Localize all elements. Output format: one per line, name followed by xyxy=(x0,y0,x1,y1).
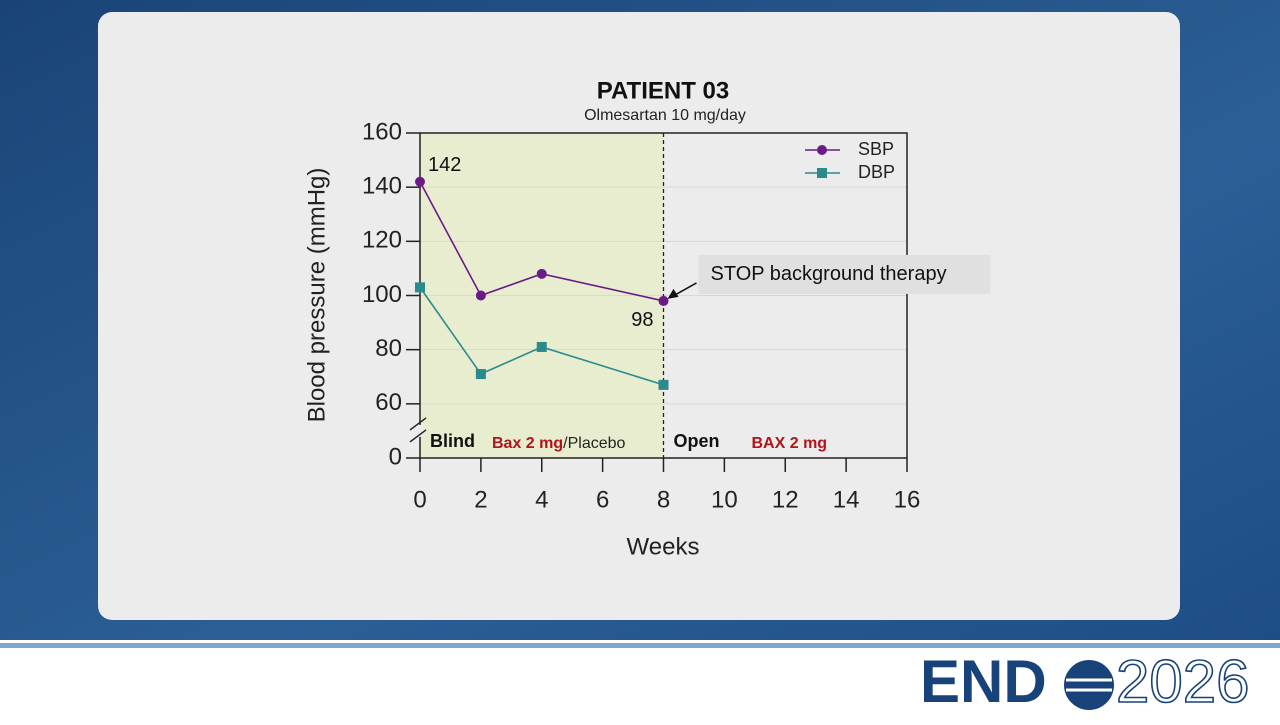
phase-treatment: BAX 2 mg xyxy=(752,435,828,452)
marker xyxy=(475,369,486,380)
x-tick-label: 6 xyxy=(596,486,609,513)
marker xyxy=(658,295,669,306)
y-tick-label: 140 xyxy=(362,173,402,200)
comparator-text: /Placebo xyxy=(563,435,625,452)
y-axis-label: Blood pressure (mmHg) xyxy=(303,168,330,423)
chart-title: PATIENT 03 xyxy=(597,77,729,104)
logo-text: END xyxy=(920,648,1047,715)
data-label: 142 xyxy=(428,154,461,176)
phase-label: Open xyxy=(674,431,720,451)
phase-label: Blind xyxy=(430,431,475,451)
annotation-arrowhead xyxy=(667,288,679,299)
series-line xyxy=(419,286,664,386)
legend-label: DBP xyxy=(858,162,895,182)
treatment-text: BAX 2 mg xyxy=(752,435,828,452)
y-tick-label: 100 xyxy=(362,281,402,308)
x-tick-label: 4 xyxy=(535,486,548,513)
legend-marker xyxy=(817,168,827,178)
x-tick-label: 0 xyxy=(413,486,426,513)
series-line xyxy=(419,181,664,302)
marker xyxy=(536,268,547,279)
x-tick-label: 10 xyxy=(711,486,738,513)
marker xyxy=(415,176,425,187)
x-tick-label: 2 xyxy=(474,486,487,513)
axis-break xyxy=(409,417,427,443)
phase-treatment: Bax 2 mg/Placebo xyxy=(492,435,626,452)
logo-globe xyxy=(1064,660,1114,710)
data-label: 98 xyxy=(631,309,653,331)
x-tick-label: 14 xyxy=(833,486,860,513)
marker xyxy=(536,341,547,352)
chart: PATIENT 03 Olmesartan 10 mg/day Weeks Bl… xyxy=(303,77,991,560)
treatment-text: Bax 2 mg xyxy=(492,435,563,452)
footer-stripe xyxy=(0,643,1280,648)
x-tick-label: 12 xyxy=(772,486,799,513)
x-tick-label: 8 xyxy=(657,486,670,513)
y-tick-label: 80 xyxy=(375,335,402,362)
logo-year: 2026 xyxy=(1116,648,1249,715)
marker xyxy=(658,379,669,390)
annotation-box xyxy=(698,254,991,294)
x-tick-label: 16 xyxy=(894,486,921,513)
annotation-text: STOP background therapy xyxy=(711,263,947,285)
legend-marker xyxy=(817,145,827,155)
logo-globe-lines xyxy=(1066,678,1112,692)
y-tick-label: 60 xyxy=(375,389,402,416)
x-axis-label: Weeks xyxy=(627,533,700,560)
logo: END 2026 xyxy=(920,647,1250,716)
legend-label: SBP xyxy=(858,139,894,159)
y-tick-label: 0 xyxy=(389,443,402,470)
marker xyxy=(475,290,486,301)
marker xyxy=(415,282,425,293)
y-tick-label: 120 xyxy=(362,227,402,254)
axis-break-gap xyxy=(404,424,424,437)
y-tick-label: 160 xyxy=(362,118,402,145)
chart-subtitle: Olmesartan 10 mg/day xyxy=(584,107,746,124)
